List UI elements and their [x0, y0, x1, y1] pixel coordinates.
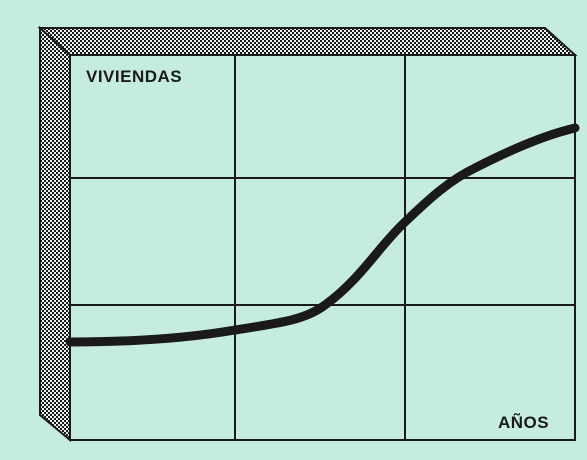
- frame-side: [39, 25, 71, 443]
- curve: [65, 123, 580, 347]
- frame-face: [69, 54, 576, 441]
- x-axis-label: AÑOS: [498, 412, 549, 432]
- y-axis-label: VIVIENDAS: [86, 67, 182, 86]
- frame-top: [37, 27, 578, 56]
